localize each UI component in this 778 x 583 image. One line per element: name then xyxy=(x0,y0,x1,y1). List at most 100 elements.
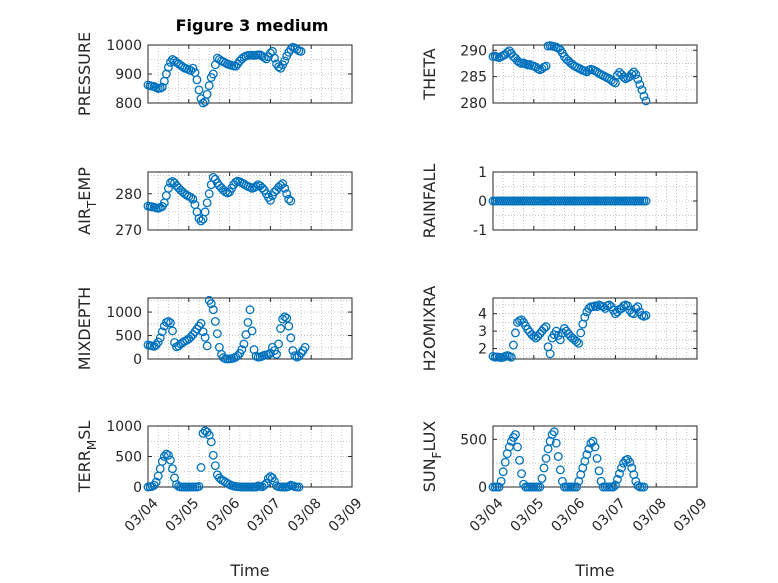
data-point xyxy=(278,179,288,189)
axes-border xyxy=(492,297,698,360)
data-point xyxy=(163,317,173,326)
data-point xyxy=(259,53,269,62)
data-point xyxy=(261,478,271,488)
data-point xyxy=(625,457,635,467)
x-tick-label: 03/07 xyxy=(589,495,629,535)
figure-title: Figure 3 medium xyxy=(176,16,329,35)
x-tick-label: 03/07 xyxy=(244,495,284,535)
subplot-air-temp: 270 280 AIRTEMP xyxy=(75,167,353,239)
data-point xyxy=(286,333,296,343)
data-point xyxy=(594,466,604,476)
data-point xyxy=(206,299,216,309)
data-point xyxy=(629,67,639,77)
x-tick-label: 03/09 xyxy=(671,495,711,535)
y-axis-label: THETA xyxy=(420,48,439,100)
x-tick-label: 03/08 xyxy=(630,495,670,535)
data-point xyxy=(633,481,643,491)
data-point xyxy=(196,318,206,328)
data-point xyxy=(623,301,633,311)
data-point xyxy=(590,442,600,452)
data-point xyxy=(541,322,551,332)
data-point xyxy=(506,352,516,362)
y-tick-label: 280 xyxy=(115,187,142,203)
data-point xyxy=(168,326,177,336)
data-point xyxy=(265,195,275,205)
data-point xyxy=(212,329,222,339)
data-point xyxy=(165,455,175,465)
data-point xyxy=(202,198,212,208)
data-point xyxy=(168,464,177,474)
axes-border xyxy=(492,425,698,488)
data-point xyxy=(633,74,643,84)
subplot-rainfall: -1 0 1 RAINFALL xyxy=(420,164,698,239)
data-point xyxy=(294,482,304,492)
x-tick-label: 03/05 xyxy=(508,495,548,535)
data-point xyxy=(155,333,165,343)
data-point xyxy=(153,337,163,347)
data-point xyxy=(251,182,261,191)
y-tick-label: 500 xyxy=(115,450,142,466)
data-point xyxy=(592,302,602,312)
data-point xyxy=(278,314,288,324)
data-point xyxy=(580,312,590,322)
data-point xyxy=(631,476,641,486)
data-point xyxy=(631,70,641,79)
data-point xyxy=(280,56,290,66)
data-point xyxy=(157,456,167,466)
data-point xyxy=(541,61,551,71)
x-tick-label: 03/04 xyxy=(122,495,162,535)
subplot-mixdepth: 0 500 1000 MIXDEPTH xyxy=(75,287,353,370)
y-axis-label: RAINFALL xyxy=(420,164,439,239)
y-tick-label: -1 xyxy=(473,223,487,239)
x-tick-label: 03/05 xyxy=(163,495,203,535)
y-tick-label: 0 xyxy=(133,480,142,496)
data-point xyxy=(151,477,161,487)
data-point xyxy=(247,326,257,336)
data-point xyxy=(161,449,171,459)
data-point xyxy=(498,467,508,477)
y-tick-label: 280 xyxy=(460,96,487,112)
data-point xyxy=(282,189,292,199)
data-point xyxy=(200,207,210,217)
data-point xyxy=(572,482,582,492)
data-point xyxy=(641,310,651,320)
data-point xyxy=(270,53,279,63)
y-tick-label: 2 xyxy=(478,342,487,358)
data-point xyxy=(508,340,518,350)
data-point xyxy=(157,82,167,92)
x-tick-label: 03/06 xyxy=(203,495,243,535)
data-point xyxy=(641,96,651,106)
data-point xyxy=(192,75,202,85)
data-point xyxy=(280,183,290,193)
data-point xyxy=(541,453,551,463)
data-point xyxy=(204,81,214,91)
data-point xyxy=(608,482,618,492)
data-point xyxy=(157,327,167,337)
data-point xyxy=(243,317,253,327)
y-axis-label: PRESSURE xyxy=(75,32,94,116)
y-tick-label: 4 xyxy=(478,307,487,323)
data-point xyxy=(280,312,290,322)
x-axis-label: Time xyxy=(229,561,269,580)
data-point xyxy=(206,437,216,447)
data-point xyxy=(286,196,296,206)
data-point xyxy=(257,183,267,193)
y-tick-label: 500 xyxy=(460,432,487,448)
data-point xyxy=(639,482,649,492)
data-point xyxy=(639,91,649,101)
data-point xyxy=(286,44,296,54)
data-point xyxy=(502,47,512,57)
data-point xyxy=(208,305,218,315)
data-point xyxy=(194,85,204,95)
data-point xyxy=(251,482,261,492)
data-point xyxy=(515,455,524,465)
subplot-pressure: 800 900 1000 PRESSURE xyxy=(75,32,353,116)
data-point xyxy=(619,72,629,82)
data-point xyxy=(553,452,563,461)
data-point xyxy=(494,482,504,492)
x-tick-label: 03/09 xyxy=(326,495,366,535)
x-tick-label: 03/04 xyxy=(467,495,507,535)
y-tick-label: 900 xyxy=(115,67,142,83)
data-point xyxy=(196,463,206,472)
x-tick-label: 03/08 xyxy=(285,495,325,535)
